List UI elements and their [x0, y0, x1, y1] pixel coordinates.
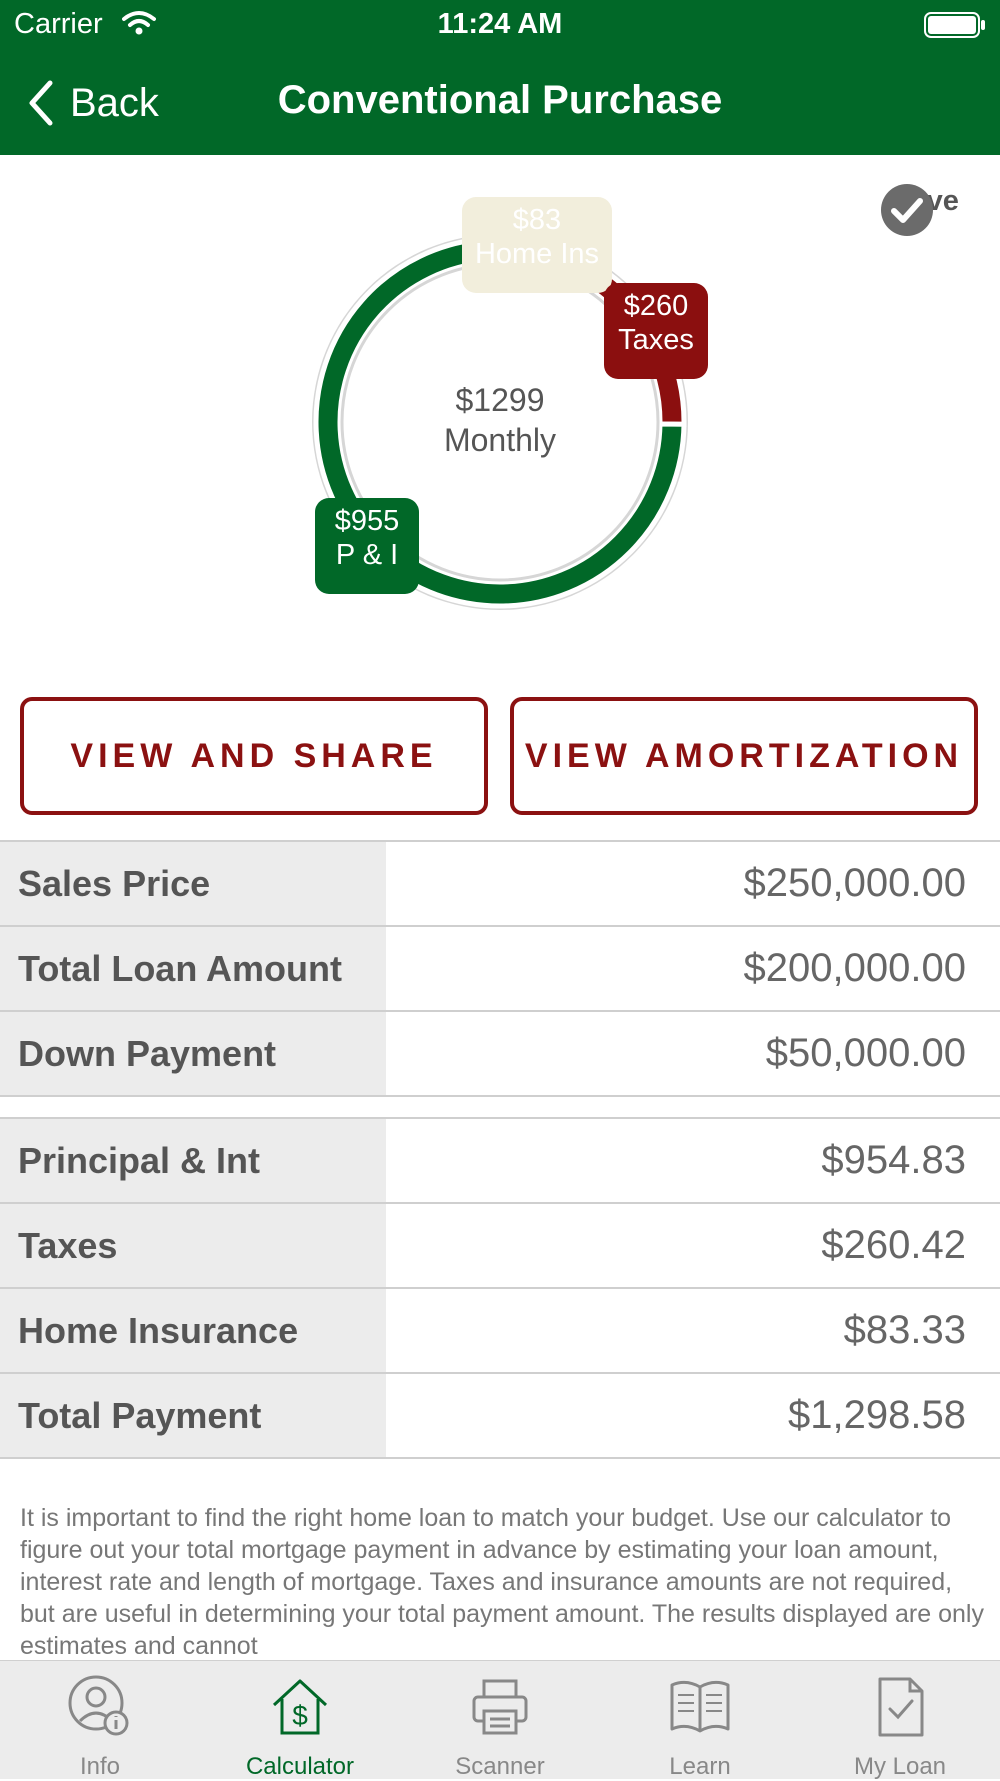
nav-bar: Back Conventional Purchase: [0, 50, 1000, 155]
row-value[interactable]: $83.33: [843, 1308, 966, 1352]
book-icon: [670, 1680, 730, 1733]
chevron-left-icon: [29, 80, 53, 126]
table-row-home-insurance[interactable]: Home Insurance $83.33: [0, 1289, 1000, 1374]
tab-bar: Info $ Calculator Scanner Learn: [0, 1660, 1000, 1780]
wifi-icon: [122, 10, 156, 41]
slice-value-home-ins: $83: [512, 204, 562, 236]
slice-name-pi: P & I: [335, 539, 399, 571]
person-info-icon: [68, 1675, 129, 1736]
printer-icon: [472, 1679, 528, 1735]
slice-name-taxes: Taxes: [618, 324, 694, 356]
chart-center: $1299 Monthly: [350, 380, 650, 460]
battery-icon: [924, 12, 986, 43]
loan-summary-table: Sales Price $250,000.00 Total Loan Amoun…: [0, 840, 1000, 1097]
payment-breakdown-table: Principal & Int $954.83 Taxes $260.42 Ho…: [0, 1117, 1000, 1459]
row-label: Total Payment: [0, 1374, 386, 1457]
slice-label-taxes: $260 Taxes: [604, 283, 708, 379]
tab-label: Learn: [669, 1753, 731, 1780]
slice-label-home-ins: $83 Home Ins: [462, 197, 612, 293]
chart-center-value: $1299: [455, 382, 545, 418]
house-dollar-icon: $: [272, 1679, 328, 1735]
tab-label: Calculator: [245, 1753, 355, 1780]
checkmark-circle-icon: [881, 184, 933, 236]
slice-label-pi: $955 P & I: [315, 498, 419, 594]
slice-value-taxes: $260: [623, 290, 689, 322]
table-row-total-payment: Total Payment $1,298.58: [0, 1374, 1000, 1459]
row-value[interactable]: $250,000.00: [743, 861, 966, 905]
row-value[interactable]: $200,000.00: [743, 946, 966, 990]
row-label: Total Loan Amount: [0, 927, 386, 1010]
svg-text:$: $: [292, 1700, 308, 1731]
save-button[interactable]: Save: [880, 183, 970, 236]
row-label: Down Payment: [0, 1012, 386, 1095]
tab-label: Scanner: [455, 1753, 545, 1780]
tab-label: Info: [79, 1753, 121, 1780]
slice-value-pi: $955: [334, 505, 400, 537]
main-content: $1299 Monthly $83 Home Ins $260 Taxes $9…: [0, 155, 1000, 1660]
table-row-principal-int: Principal & Int $954.83: [0, 1119, 1000, 1204]
payment-chart: $1299 Monthly $83 Home Ins $260 Taxes $9…: [0, 155, 1000, 655]
row-value[interactable]: $50,000.00: [765, 1031, 966, 1075]
table-row-taxes[interactable]: Taxes $260.42: [0, 1204, 1000, 1289]
row-label: Home Insurance: [0, 1289, 386, 1372]
view-and-share-button[interactable]: VIEW AND SHARE: [20, 697, 488, 815]
row-value: $1,298.58: [788, 1393, 966, 1437]
row-label: Sales Price: [0, 842, 386, 925]
tab-learn[interactable]: Learn: [600, 1661, 800, 1780]
view-amortization-button[interactable]: VIEW AMORTIZATION: [510, 697, 978, 815]
clock: 11:24 AM: [437, 8, 563, 40]
table-row-total-loan-amount[interactable]: Total Loan Amount $200,000.00: [0, 927, 1000, 1012]
row-value[interactable]: $260.42: [821, 1223, 966, 1267]
row-label: Taxes: [0, 1204, 386, 1287]
table-row-sales-price[interactable]: Sales Price $250,000.00: [0, 842, 1000, 927]
description-text: It is important to find the right home l…: [20, 1504, 984, 1660]
page-title: Conventional Purchase: [277, 78, 723, 122]
table-row-down-payment[interactable]: Down Payment $50,000.00: [0, 1012, 1000, 1097]
tab-info[interactable]: Info: [0, 1661, 200, 1780]
carrier-label: Carrier: [14, 8, 103, 40]
row-label: Principal & Int: [0, 1119, 386, 1202]
slice-name-home-ins: Home Ins: [474, 238, 600, 270]
chart-center-label: Monthly: [443, 422, 557, 458]
back-label: Back: [70, 80, 159, 125]
row-value: $954.83: [821, 1138, 966, 1182]
tab-calculator[interactable]: $ Calculator: [200, 1661, 400, 1780]
status-bar: Carrier 11:24 AM: [0, 0, 1000, 50]
back-button[interactable]: Back: [26, 78, 159, 128]
tab-label: My Loan: [853, 1753, 947, 1780]
tab-my-loan[interactable]: My Loan: [800, 1661, 1000, 1780]
tab-scanner[interactable]: Scanner: [400, 1661, 600, 1780]
document-check-icon: [878, 1677, 924, 1737]
